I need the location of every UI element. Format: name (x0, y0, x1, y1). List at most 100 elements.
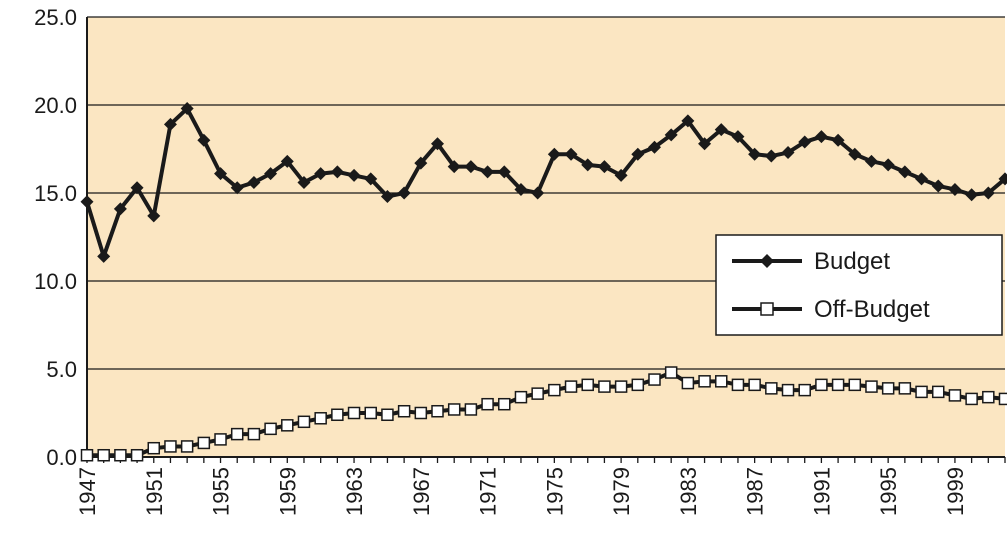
x-tick-label: 1951 (142, 467, 167, 516)
data-point (581, 378, 594, 392)
data-point (314, 412, 327, 425)
legend-marker (760, 302, 774, 316)
data-point (848, 147, 862, 161)
x-tick-label: 1991 (809, 467, 834, 516)
data-point (815, 378, 828, 392)
data-point (631, 378, 645, 392)
data-point (748, 378, 761, 392)
x-tick-label: 1975 (542, 467, 567, 516)
data-point (731, 130, 745, 144)
data-point (281, 419, 294, 432)
data-point (431, 137, 445, 151)
data-point (715, 375, 728, 388)
data-point (848, 378, 862, 392)
data-point (898, 165, 912, 179)
data-point (648, 373, 661, 386)
data-point (614, 168, 628, 182)
data-point (247, 175, 261, 189)
x-tick-label: 1979 (609, 467, 634, 516)
y-tick-label: 25.0 (34, 5, 77, 30)
x-tick-label: 1963 (342, 467, 367, 516)
y-tick-label: 20.0 (34, 93, 77, 118)
legend-marker (760, 254, 774, 268)
data-point (731, 378, 745, 392)
series-off-budget (80, 366, 1007, 462)
data-point (664, 128, 678, 142)
data-point (464, 403, 478, 416)
data-point (881, 158, 895, 172)
data-point (414, 406, 428, 420)
data-point (781, 383, 795, 397)
data-point (765, 382, 778, 395)
data-point (347, 168, 361, 182)
x-tick-label: 1947 (75, 467, 100, 516)
data-point (981, 186, 995, 200)
data-point (664, 366, 678, 379)
data-point (481, 397, 494, 411)
data-point (197, 436, 211, 450)
data-point (481, 165, 495, 179)
data-point (214, 167, 228, 181)
data-point (864, 154, 878, 168)
data-point (698, 137, 712, 151)
data-point (531, 186, 545, 200)
data-point (581, 158, 595, 172)
data-point (814, 130, 828, 144)
data-point (498, 397, 511, 411)
data-point (230, 181, 244, 195)
data-point (647, 140, 661, 154)
gridlines (87, 16, 1005, 370)
data-point (948, 182, 962, 196)
data-point (197, 133, 211, 147)
data-point (130, 181, 144, 195)
data-point (681, 376, 695, 390)
x-axis-ticks: 1947 1951 1955 1959 1963 1967 1971 1975 1979 1983… (75, 467, 968, 516)
data-point (881, 382, 895, 395)
data-point (631, 147, 645, 161)
data-point (547, 147, 561, 161)
data-point (798, 383, 811, 397)
data-point (147, 209, 161, 223)
data-point (865, 380, 878, 393)
legend: Budget Off-Budget (715, 234, 1003, 336)
data-point (714, 123, 728, 137)
data-point (531, 387, 544, 400)
data-point (113, 202, 127, 216)
legend-label: Off-Budget (814, 296, 930, 323)
data-point (264, 422, 277, 436)
y-tick-label: 0.0 (46, 445, 77, 470)
data-point (364, 406, 377, 420)
data-point (347, 406, 361, 420)
data-point (97, 448, 110, 462)
data-point (497, 165, 511, 179)
data-point (597, 160, 611, 174)
data-point (915, 172, 929, 186)
data-point (898, 382, 912, 395)
data-point (331, 408, 344, 422)
data-point (147, 441, 161, 455)
data-point (798, 135, 812, 149)
legend-label: Budget (814, 248, 890, 275)
data-point (464, 160, 478, 174)
data-point (397, 404, 411, 418)
data-point (164, 440, 177, 453)
data-point (982, 390, 995, 404)
data-point (230, 427, 244, 441)
data-point (681, 114, 695, 128)
data-point (998, 172, 1007, 186)
x-tick-label: 1959 (275, 467, 300, 516)
data-point (998, 392, 1007, 406)
x-tick-label: 1987 (743, 467, 768, 516)
data-point (748, 147, 762, 161)
data-point (381, 408, 394, 422)
data-point (514, 182, 528, 196)
data-point (380, 190, 394, 204)
data-point (297, 415, 311, 429)
data-point (831, 133, 845, 147)
data-point (297, 175, 311, 189)
series-layer (80, 102, 1007, 462)
x-tick-label: 1995 (876, 467, 901, 516)
data-point (781, 146, 795, 160)
y-tick-label: 15.0 (34, 181, 77, 206)
x-tick-label: 1967 (409, 467, 434, 516)
